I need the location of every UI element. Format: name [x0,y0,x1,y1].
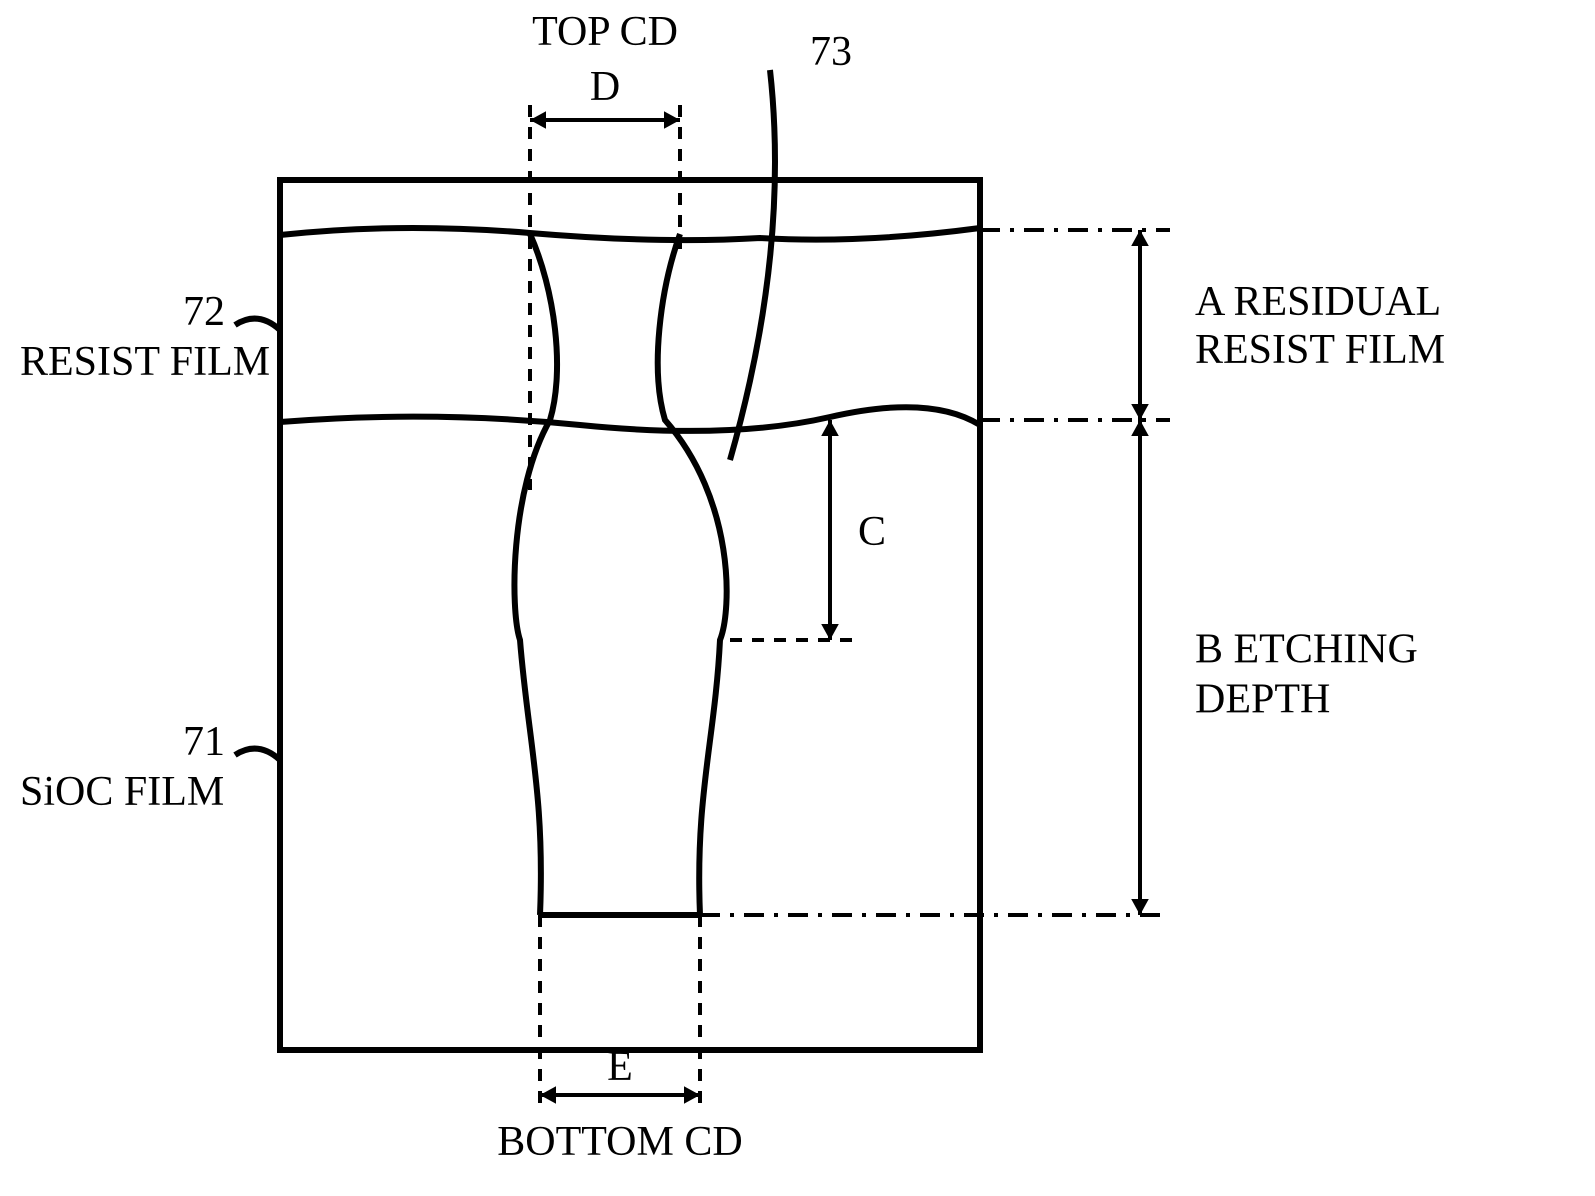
label-a-residual: A RESIDUAL [1195,279,1441,325]
trench-left-wall [514,234,557,915]
leader-73 [730,70,775,460]
label-73: 73 [810,29,852,75]
leader-72 [235,319,280,330]
arrowhead-down [1131,899,1149,915]
resist-top-line [280,228,980,240]
diagram-canvas: TOP CDD7372RESIST FILM71SiOC FILMA RESID… [0,0,1595,1196]
label-d: D [590,64,620,110]
arrowhead-left [530,111,546,129]
label-72: 72 [183,289,225,335]
label-71: 71 [183,719,225,765]
label-sioc-film: SiOC FILM [20,769,224,815]
arrowhead-left [540,1086,556,1104]
arrowhead-up [1131,230,1149,246]
outer-rect [280,180,980,1050]
label-depth: DEPTH [1195,677,1330,723]
arrowhead-right [664,111,680,129]
arrowhead-up [821,420,839,436]
resist-bot-line [280,407,980,431]
label-top-cd: TOP CD [532,9,678,55]
label-e: E [607,1044,633,1090]
label-bottom-cd: BOTTOM CD [497,1119,742,1165]
label-b-etching: B ETCHING [1195,627,1418,673]
label-c: C [858,509,886,555]
diagram-svg: TOP CDD7372RESIST FILM71SiOC FILMA RESID… [0,0,1595,1196]
arrowhead-down [821,624,839,640]
arrowhead-right [684,1086,700,1104]
trench-right-wall [658,234,727,915]
label-resist-film-right: RESIST FILM [1195,327,1445,373]
leader-71 [235,749,280,760]
label-resist-film: RESIST FILM [20,339,270,385]
arrowhead-down [1131,404,1149,420]
arrowhead-up [1131,420,1149,436]
